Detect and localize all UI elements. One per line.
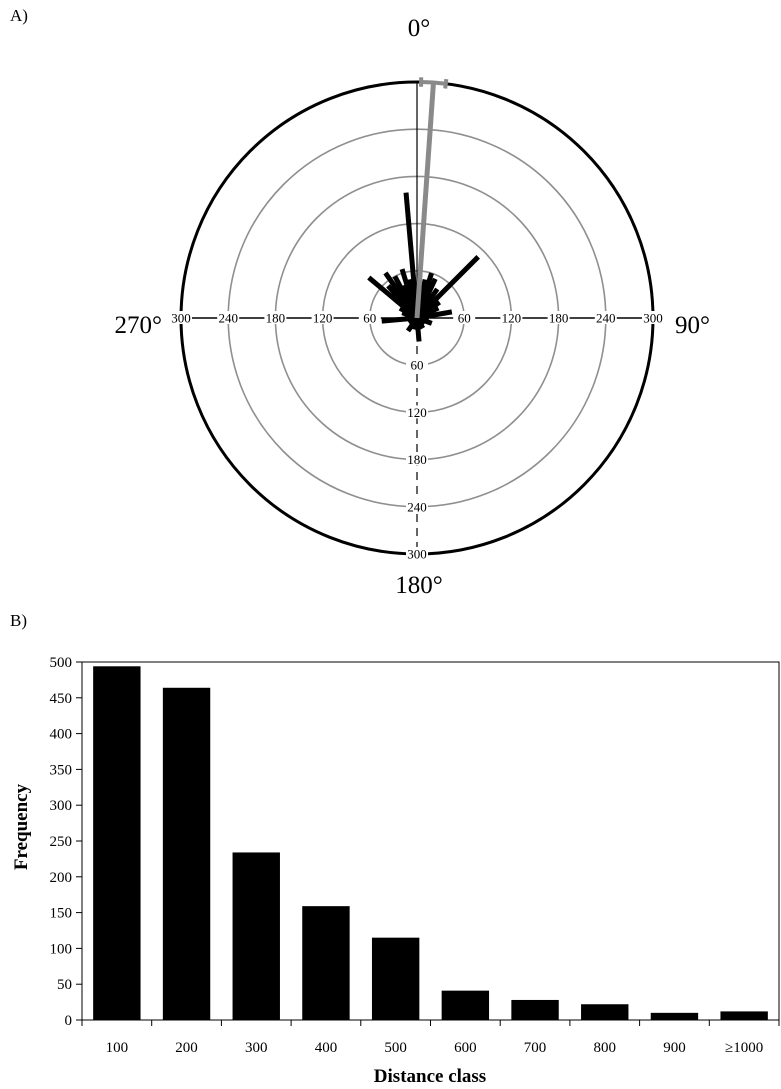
compass-east-label: 90° [675, 312, 710, 339]
ring-label-bg-east-240 [594, 311, 617, 324]
bar-100 [93, 666, 141, 1020]
ring-label-south-240: 240 [407, 499, 427, 514]
rose-bar-45 [415, 255, 480, 320]
y-axis-title: Frequency [11, 783, 32, 870]
ring-label-west-300: 300 [171, 311, 191, 326]
ring-label-bg-east-120 [500, 311, 523, 324]
y-tick-label-300: 300 [50, 798, 73, 814]
ring-label-east-120: 120 [502, 311, 522, 326]
ring-label-bg-west-180 [264, 311, 287, 324]
x-tick-label-900: 900 [663, 1040, 686, 1056]
ring-label-east-60: 60 [458, 311, 471, 326]
histogram: B) 0 50 100 150 200 250 300 350 400 450 500 100 200… [10, 611, 780, 1087]
ring-label-bg-south-240 [406, 499, 428, 513]
bar-≥1000 [720, 1011, 768, 1020]
ring-labels: 60 60 60 120 120 120 180 180 180 240 240 240 300 300 3… [170, 311, 664, 562]
compass-north-label: 0° [408, 15, 431, 42]
mean-vector-line [414, 82, 436, 319]
y-tick-label-150: 150 [50, 906, 73, 922]
ring-label-west-120: 120 [313, 311, 333, 326]
panel-a-label: A) [10, 6, 28, 25]
ring-label-bg-south-120 [406, 405, 428, 419]
ring-label-south-300: 300 [407, 547, 427, 562]
compass-south-label: 180° [395, 572, 443, 599]
mean-vector-error-cap-right [443, 78, 449, 89]
bar-600 [441, 990, 490, 1020]
ring-label-bg-south-180 [406, 452, 428, 466]
y-axis-ticks: 0 50 100 150 200 250 300 350 400 450 500 [50, 655, 82, 1029]
x-tick-label-≥1000: ≥1000 [725, 1040, 763, 1056]
ring-label-bg-west-120 [311, 311, 334, 324]
y-tick-label-250: 250 [50, 834, 73, 850]
ring-label-bg-east-300 [642, 311, 664, 324]
bar-400 [302, 906, 350, 1020]
x-tick-label-200: 200 [175, 1040, 198, 1056]
bar-900 [650, 1012, 699, 1020]
mean-vector [414, 77, 449, 319]
y-tick-label-500: 500 [50, 655, 73, 671]
ring-label-east-300: 300 [643, 311, 663, 326]
ring-label-south-120: 120 [407, 405, 427, 420]
mean-vector-error-arc [421, 80, 447, 86]
bar-200 [162, 687, 211, 1020]
y-tick-label-50: 50 [57, 977, 72, 993]
bar-800 [581, 1004, 629, 1020]
y-tick-label-450: 450 [50, 691, 73, 707]
x-tick-label-400: 400 [315, 1040, 338, 1056]
ring-label-west-240: 240 [218, 311, 238, 326]
x-tick-label-700: 700 [524, 1040, 547, 1056]
x-tick-label-500: 500 [384, 1040, 407, 1056]
ring-label-south-180: 180 [407, 452, 427, 467]
x-tick-label-300: 300 [245, 1040, 268, 1056]
ring-label-west-180: 180 [266, 311, 286, 326]
panel-b-label: B) [10, 611, 27, 630]
x-tick-label-800: 800 [594, 1040, 617, 1056]
ring-label-east-180: 180 [549, 311, 569, 326]
ring-label-bg-south-300 [406, 547, 428, 560]
ring-label-bg-west-300 [170, 311, 192, 324]
x-tick-label-600: 600 [454, 1040, 477, 1056]
bar-300 [232, 852, 280, 1020]
ring-label-bg-east-60 [453, 311, 476, 324]
ring-label-bg-west-60 [358, 311, 381, 324]
y-tick-label-200: 200 [50, 870, 73, 886]
rose-diagram: A) 60 60 60 120 120 120 180 180 180 240 240 240 300 3… [10, 6, 710, 599]
y-tick-label-350: 350 [50, 762, 73, 778]
ring-label-bg-east-180 [547, 311, 570, 324]
rose-bar-355 [403, 192, 420, 319]
compass-west-label: 270° [115, 312, 163, 339]
ring-label-south-60: 60 [411, 358, 424, 373]
ring-label-bg-south-60 [406, 358, 428, 372]
ring-label-bg-west-240 [217, 311, 240, 324]
y-tick-label-0: 0 [65, 1013, 73, 1029]
ring-label-east-240: 240 [596, 311, 616, 326]
y-tick-label-100: 100 [50, 941, 73, 957]
x-tick-label-100: 100 [106, 1040, 129, 1056]
ring-label-west-60: 60 [363, 311, 376, 326]
bar-700 [511, 999, 559, 1020]
y-tick-label-400: 400 [50, 727, 73, 743]
x-axis-title: Distance class [374, 1066, 486, 1087]
histogram-bars [93, 666, 768, 1020]
x-axis-ticks: 100 200 300 400 500 600 700 800 900 ≥1000 [81, 1020, 780, 1056]
bar-500 [371, 937, 420, 1020]
